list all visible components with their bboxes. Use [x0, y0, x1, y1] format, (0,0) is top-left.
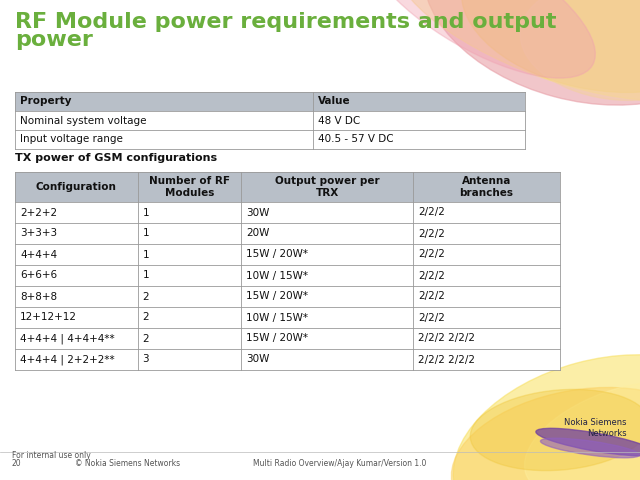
- Text: 10W / 15W*: 10W / 15W*: [246, 312, 308, 323]
- Ellipse shape: [453, 355, 640, 480]
- Text: 2: 2: [143, 312, 149, 323]
- Bar: [15, 223, 560, 244]
- Text: 2/2/2: 2/2/2: [418, 250, 445, 260]
- Text: Configuration: Configuration: [36, 182, 116, 192]
- Text: 48 V DC: 48 V DC: [318, 116, 360, 125]
- Text: 10W / 15W*: 10W / 15W*: [246, 271, 308, 280]
- Text: 1: 1: [143, 250, 149, 260]
- Text: Nominal system voltage: Nominal system voltage: [20, 116, 147, 125]
- Text: 2/2/2: 2/2/2: [418, 271, 445, 280]
- Ellipse shape: [461, 0, 640, 93]
- Text: power: power: [15, 30, 93, 50]
- Text: 1: 1: [143, 271, 149, 280]
- Bar: [15, 244, 560, 265]
- Bar: [15, 307, 560, 328]
- Text: TX power of GSM configurations: TX power of GSM configurations: [15, 153, 217, 163]
- Bar: [15, 172, 560, 202]
- Bar: [15, 202, 560, 223]
- Text: 1: 1: [143, 228, 149, 239]
- Text: 2/2/2: 2/2/2: [418, 291, 445, 301]
- Text: Input voltage range: Input voltage range: [20, 134, 123, 144]
- Text: 30W: 30W: [246, 355, 269, 364]
- Text: © Nokia Siemens Networks: © Nokia Siemens Networks: [75, 459, 180, 468]
- Text: Nokia Siemens
Networks: Nokia Siemens Networks: [564, 418, 627, 438]
- Ellipse shape: [536, 428, 640, 456]
- Text: 4+4+4 | 2+2+2**: 4+4+4 | 2+2+2**: [20, 354, 115, 365]
- Text: Antenna
branches: Antenna branches: [460, 176, 513, 198]
- Ellipse shape: [451, 387, 640, 480]
- Text: 6+6+6: 6+6+6: [20, 271, 57, 280]
- Text: Output power per
TRX: Output power per TRX: [275, 176, 380, 198]
- Ellipse shape: [540, 438, 639, 458]
- Text: 4+4+4 | 4+4+4**: 4+4+4 | 4+4+4**: [20, 333, 115, 344]
- Text: 2: 2: [143, 334, 149, 344]
- Ellipse shape: [470, 389, 640, 470]
- Text: 20: 20: [12, 459, 22, 468]
- Text: 15W / 20W*: 15W / 20W*: [246, 291, 308, 301]
- Bar: [15, 92, 525, 111]
- Bar: [15, 265, 560, 286]
- Bar: [15, 349, 560, 370]
- Text: 40.5 - 57 V DC: 40.5 - 57 V DC: [318, 134, 394, 144]
- Text: 8+8+8: 8+8+8: [20, 291, 57, 301]
- Text: 2/2/2 2/2/2: 2/2/2 2/2/2: [418, 355, 475, 364]
- Text: Number of RF
Modules: Number of RF Modules: [149, 176, 230, 198]
- Ellipse shape: [520, 0, 640, 100]
- Ellipse shape: [525, 382, 640, 480]
- Text: 2/2/2 2/2/2: 2/2/2 2/2/2: [418, 334, 475, 344]
- Text: Value: Value: [318, 96, 351, 107]
- Text: 1: 1: [143, 207, 149, 217]
- Text: Multi Radio Overview/Ajay Kumar/Version 1.0: Multi Radio Overview/Ajay Kumar/Version …: [253, 459, 427, 468]
- Text: 2/2/2: 2/2/2: [418, 312, 445, 323]
- Text: 4+4+4: 4+4+4: [20, 250, 57, 260]
- Text: 2: 2: [143, 291, 149, 301]
- Text: RF Module power requirements and output: RF Module power requirements and output: [15, 12, 557, 32]
- Text: 30W: 30W: [246, 207, 269, 217]
- Bar: [15, 286, 560, 307]
- Text: Property: Property: [20, 96, 72, 107]
- Text: For internal use only: For internal use only: [12, 452, 91, 460]
- Text: 3+3+3: 3+3+3: [20, 228, 57, 239]
- Ellipse shape: [394, 0, 640, 100]
- Bar: [15, 130, 525, 149]
- Text: 15W / 20W*: 15W / 20W*: [246, 250, 308, 260]
- Ellipse shape: [365, 0, 595, 78]
- Text: 2+2+2: 2+2+2: [20, 207, 57, 217]
- Text: 12+12+12: 12+12+12: [20, 312, 77, 323]
- Text: 2/2/2: 2/2/2: [418, 207, 445, 217]
- Text: 20W: 20W: [246, 228, 269, 239]
- Text: 2/2/2: 2/2/2: [418, 228, 445, 239]
- Bar: [15, 111, 525, 130]
- Bar: [15, 328, 560, 349]
- Text: 15W / 20W*: 15W / 20W*: [246, 334, 308, 344]
- Text: 3: 3: [143, 355, 149, 364]
- Ellipse shape: [423, 0, 640, 105]
